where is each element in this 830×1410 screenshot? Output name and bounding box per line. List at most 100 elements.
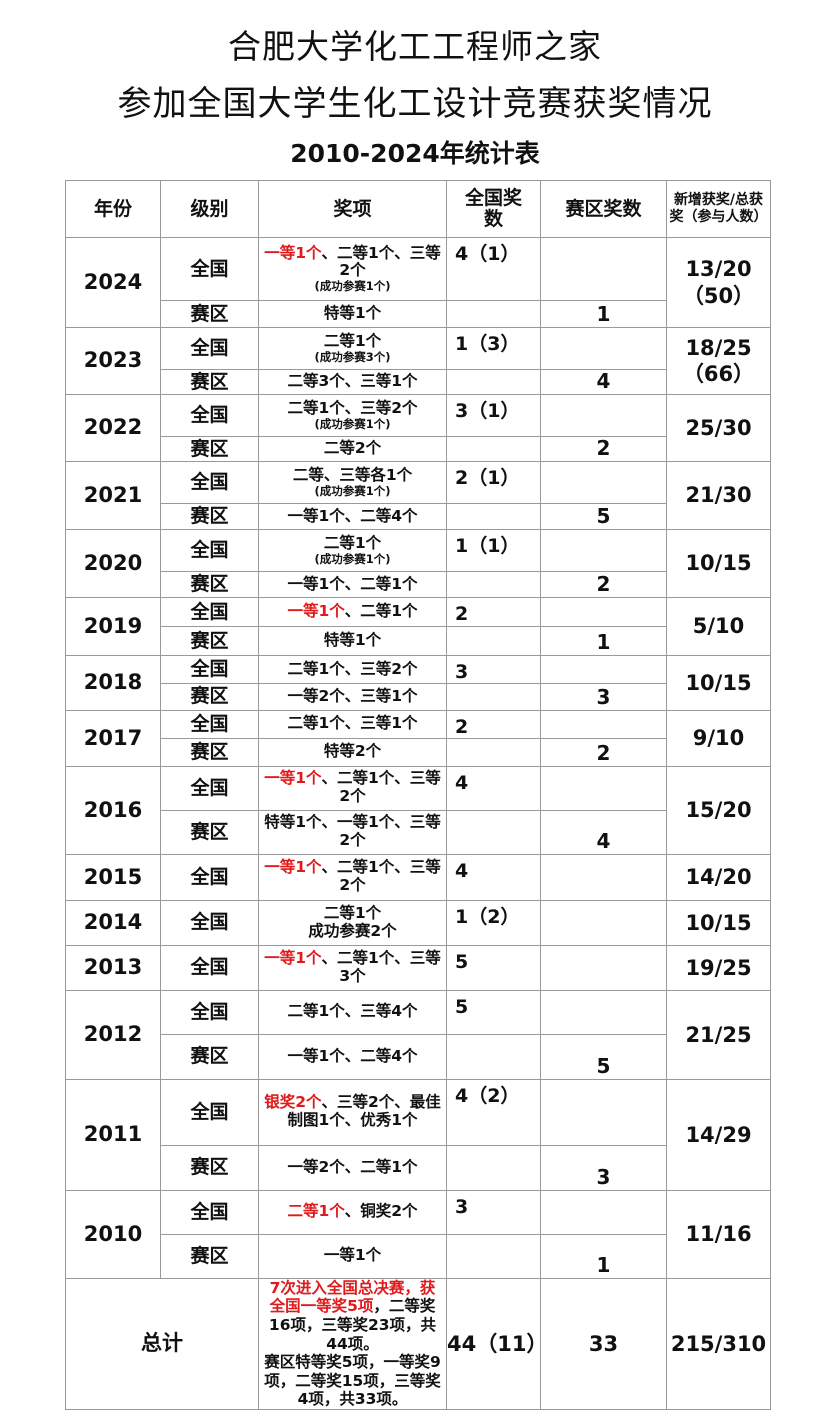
- award-segment: 二等1个、三等4个: [287, 1002, 418, 1021]
- award-segment: 7次进入全国总决赛，获全国一等奖5项: [269, 1278, 436, 1316]
- table-row: 赛区 二等2个 2: [66, 436, 771, 462]
- district-count-cell: 2: [540, 571, 667, 598]
- table-row: 赛区 一等2个、三等1个 3: [66, 682, 771, 711]
- award-segment: 特等2个: [323, 742, 382, 761]
- level-cell: 全国: [160, 989, 259, 1035]
- national-count-cell: 3（1）: [446, 394, 541, 437]
- award-segment: (成功参赛1个): [314, 279, 391, 294]
- district-count-cell: [540, 655, 667, 684]
- award-cell: 一等2个、二等1个: [258, 1144, 447, 1191]
- table-row: 赛区 一等1个、二等1个 2: [66, 571, 771, 598]
- award-segment: 、二等1个、三等2个: [321, 243, 441, 280]
- summary-total: 215/310: [666, 1277, 771, 1410]
- level-cell: 全国: [160, 709, 259, 739]
- district-count-cell: [540, 327, 667, 370]
- district-count-cell: 2: [540, 737, 667, 767]
- year-cell: 2020: [65, 529, 161, 598]
- header-district-count: 赛区奖数: [540, 180, 667, 238]
- title-line-3: 2010-2024年统计表: [290, 139, 540, 168]
- national-count-cell: 1（3）: [446, 327, 541, 370]
- award-cell: 一等1个、二等4个: [258, 503, 447, 530]
- district-count-cell: 1: [540, 626, 667, 656]
- national-count-cell: [446, 1144, 541, 1191]
- level-cell: 赛区: [160, 369, 259, 395]
- award-cell: 一等1个、二等1个: [258, 571, 447, 598]
- award-cell: 特等2个: [258, 737, 447, 767]
- table-row: 赛区 二等3个、三等1个 4: [66, 369, 771, 395]
- national-count-cell: 5: [446, 989, 541, 1035]
- year-cell: 2022: [65, 394, 161, 462]
- level-cell: 全国: [160, 327, 259, 370]
- summary-award-cell: 7次进入全国总决赛，获全国一等奖5项，二等奖16项，三等奖23项，共44项。 赛区…: [258, 1277, 447, 1410]
- total-cell: 21/25: [666, 989, 771, 1080]
- total-cell: 11/16: [666, 1189, 771, 1279]
- award-segment: (成功参赛3个): [314, 349, 391, 364]
- award-segment: 二等1个、三等2个: [287, 659, 418, 678]
- table-row: 2024 全国 一等1个、二等1个、三等2个 (成功参赛1个) 4（1） 13/20（50…: [65, 237, 771, 328]
- header-row: 年份 级别 奖项 全国奖数 赛区奖数 新增获奖/总获奖（参与人数）: [65, 180, 771, 238]
- level-cell: 全国: [160, 944, 259, 991]
- level-cell: 赛区: [160, 682, 259, 711]
- award-cell: 特等1个、一等1个、三等2个: [258, 809, 447, 855]
- award-cell: 二等1个 (成功参赛3个): [258, 327, 447, 370]
- level-cell: 赛区: [160, 300, 259, 328]
- national-count-cell: 3: [446, 655, 541, 684]
- district-count-cell: [540, 461, 667, 504]
- level-cell: 赛区: [160, 503, 259, 530]
- table-row: 赛区 一等1个、二等4个 5: [66, 1033, 771, 1080]
- award-segment: 特等1个: [323, 304, 382, 323]
- awards-table: 年份 级别 奖项 全国奖数 赛区奖数 新增获奖/总获奖（参与人数） 2024 全国…: [65, 180, 771, 1410]
- national-count-cell: [446, 626, 541, 656]
- national-count-cell: [446, 300, 541, 328]
- year-cell: 2014: [65, 899, 161, 946]
- level-cell: 全国: [160, 655, 259, 684]
- award-segment: 一等1个: [264, 948, 322, 967]
- header-total: 新增获奖/总获奖（参与人数）: [666, 180, 771, 238]
- national-count-cell: [446, 1233, 541, 1279]
- district-count-cell: [540, 1189, 667, 1235]
- district-count-cell: 4: [540, 369, 667, 395]
- national-count-cell: 1（2）: [446, 899, 541, 946]
- district-count-cell: [540, 989, 667, 1035]
- year-cell: 2019: [65, 597, 161, 656]
- award-cell: 一等1个、二等1个、三等3个: [258, 944, 447, 991]
- award-cell: 一等1个、二等1个、三等2个: [258, 853, 447, 901]
- level-cell: 赛区: [160, 626, 259, 656]
- level-cell: 赛区: [160, 809, 259, 855]
- total-cell: 13/20（50）: [666, 237, 771, 328]
- level-cell: 全国: [160, 529, 259, 572]
- table-row: 赛区 一等1个、二等4个 5: [66, 503, 771, 530]
- national-count-cell: 1（1）: [446, 529, 541, 572]
- award-cell: 二等1个 成功参赛2个: [258, 899, 447, 946]
- table-row: 2015 全国 一等1个、二等1个、三等2个 4 14/20: [65, 853, 771, 901]
- table-row: 2013 全国 一等1个、二等1个、三等3个 5 19/25: [65, 944, 771, 991]
- year-cell: 2015: [65, 853, 161, 901]
- district-count-cell: [540, 765, 667, 811]
- district-count-cell: 4: [540, 809, 667, 855]
- year-cell: 2013: [65, 944, 161, 991]
- award-segment: 一等2个、二等1个: [287, 1157, 418, 1176]
- table-row: 赛区 特等2个 2: [66, 737, 771, 767]
- table-row: 2010 全国 二等1个、铜奖2个 3 11/16: [65, 1189, 771, 1279]
- award-segment: 、二等1个: [344, 602, 418, 621]
- total-cell: 14/20: [666, 853, 771, 901]
- award-segment: 一等1个: [323, 1246, 382, 1265]
- year-cell: 2024: [65, 237, 161, 328]
- award-segment: 成功参赛2个: [308, 921, 397, 940]
- total-cell: 10/15: [666, 899, 771, 946]
- level-cell: 全国: [160, 394, 259, 437]
- award-segment: 特等1个: [323, 631, 382, 650]
- award-segment: 一等2个、三等1个: [287, 686, 418, 705]
- award-cell: 一等2个、三等1个: [258, 682, 447, 711]
- award-segment: 一等1个、二等1个: [287, 574, 418, 593]
- level-cell: 全国: [160, 1189, 259, 1235]
- award-segment: 、铜奖2个: [344, 1202, 418, 1221]
- national-count-cell: 4: [446, 765, 541, 811]
- table-row: 赛区 一等2个、二等1个 3: [66, 1144, 771, 1191]
- award-segment: 、二等1个、三等2个: [321, 858, 441, 895]
- table-row: 2016 全国 一等1个、二等1个、三等2个 4 15/20: [65, 765, 771, 855]
- table-row: 2011 全国 银奖2个、三等2个、最佳制图1个、优秀1个 4（2） 14/29: [65, 1078, 771, 1191]
- summary-district: 33: [540, 1277, 667, 1410]
- table-row: 赛区 特等1个 1: [66, 626, 771, 656]
- total-cell: 21/30: [666, 461, 771, 530]
